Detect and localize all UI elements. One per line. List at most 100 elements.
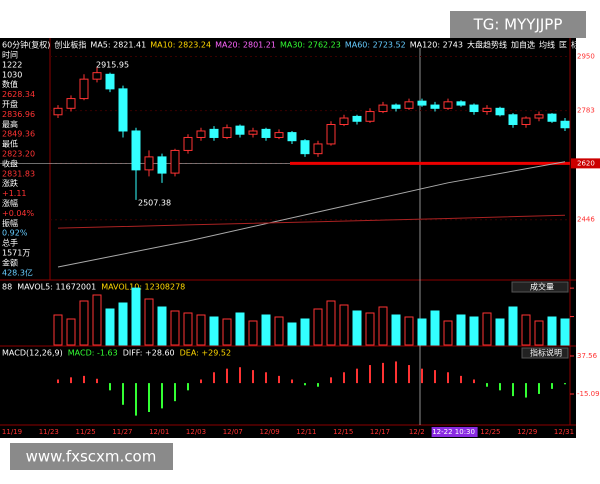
candle-body [404,101,414,109]
candle-body [274,132,284,138]
header-item: MA20: 2801.21 [215,41,276,50]
x-tick-label: 12/25 [480,428,500,436]
volume-bar [313,308,323,346]
candle-body [469,104,479,113]
x-tick-label: 12/17 [370,428,390,436]
y-tick-label: 2446 [577,216,595,224]
candle-body [118,88,128,132]
tick-highlight [571,158,600,169]
volume-header: 88 [2,283,12,292]
info-item: 金额 [2,257,18,267]
volume-header: MAVOL10: 12308278 [101,283,185,292]
volume-bar [144,298,154,346]
info-item: 2836.96 [2,110,35,119]
candle-body [482,107,492,113]
candle-body [521,117,531,126]
x-tick-label: 12/03 [186,428,206,436]
candle-body [326,124,336,145]
volume-bar [469,316,479,346]
volume-bar [495,318,505,346]
volume-bar [209,316,219,346]
volume-bar [456,314,466,346]
info-item: 1222 [2,60,22,69]
candle-body [131,130,141,171]
trend-line [57,214,566,229]
header-item: MA120: 2743 [410,41,463,50]
volume-bar [508,306,518,346]
x-tick-label: 12/11 [296,428,316,436]
volume-bar [443,320,453,346]
info-item: 2628.34 [2,90,35,99]
candle-body [92,72,102,80]
candle-body [495,107,505,116]
x-tick-label: 12/07 [223,428,243,436]
candle-body [157,156,167,174]
volume-bar [482,312,492,346]
volume-bar [352,310,362,346]
candle-body [170,149,180,174]
candle-body [105,73,115,90]
candle-body [209,128,219,138]
info-item: 1030 [2,70,22,79]
candle-body [378,104,388,113]
y-tick-label: 2620 [577,159,595,167]
info-item: 振幅 [2,218,18,228]
volume-bar [261,314,271,346]
candle-body [235,125,245,135]
volume-bar [196,314,206,346]
macd-header: DEA: +29.52 [180,349,231,358]
candle-body [443,101,453,109]
x-tick-label: 12/29 [517,428,537,436]
header-item: MA5: 2821.41 [90,41,146,50]
candle-body [66,98,76,109]
volume-bar [170,310,180,346]
volume-bar [560,318,570,346]
candle-body [222,127,232,138]
candle-body [53,107,63,116]
header-item: 匡 [559,41,567,50]
x-label-highlight [431,427,478,437]
watermark-box [450,11,586,38]
candle-body [144,156,154,171]
watermark: TG: MYYJJPP [473,16,563,34]
volume-bar [92,294,102,346]
candle-body [417,100,427,106]
volume-button [511,281,569,293]
candle-body [456,101,466,106]
candle-body [287,132,297,142]
info-item: 0.92% [2,229,28,238]
volume-bar [66,318,76,346]
info-item: 428.3亿 [2,267,33,277]
info-item: 1571万 [2,249,30,258]
x-tick-label: 12/31 [554,428,574,436]
header-item: 创业板指 [54,40,86,50]
site-box [10,443,173,470]
candle-body [183,136,193,151]
volume-bar [131,287,141,346]
candle-body [300,140,310,155]
header-item: MA60: 2723.52 [345,41,406,50]
candle-body [261,128,271,138]
candle-body [352,115,362,122]
info-item: 最低 [2,139,18,149]
chart-background [0,38,576,438]
candle-body [508,114,518,126]
volume-bar [53,314,63,346]
info-item: 涨幅 [2,198,18,208]
x-tick-label: 12/2 [409,428,425,436]
candle-body [339,117,349,126]
candle-body [560,120,570,129]
candle-body [79,78,89,100]
volume-bar [118,302,128,346]
volume-bar [365,312,375,346]
header-item: MA30: 2762.23 [280,41,341,50]
site-url: www.fxscxm.com [26,448,157,466]
candle-body [547,113,557,122]
volume-bar [404,316,414,346]
volume-bar [521,314,531,346]
high-annotation: 2915.95 [96,61,129,70]
macd-button-label: 指标说明 [530,348,562,358]
volume-bar [274,316,284,346]
x-tick-label: 11/25 [76,428,96,436]
